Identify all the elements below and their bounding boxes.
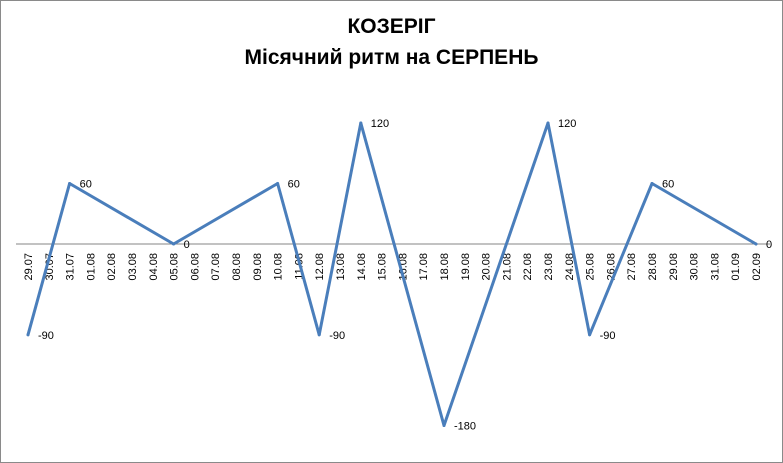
x-tick-label: 06.08	[189, 253, 201, 281]
x-tick-label: 30.08	[689, 253, 701, 281]
x-tick-label: 02.08	[106, 253, 118, 281]
data-label: 120	[558, 118, 576, 130]
x-tick-label: 04.08	[148, 253, 160, 281]
x-tick-label: 03.08	[127, 253, 139, 281]
x-tick-label: 05.08	[169, 253, 181, 281]
x-tick-label: 10.08	[273, 253, 285, 281]
data-point	[317, 333, 321, 337]
data-label: -90	[329, 330, 345, 342]
x-tick-label: 20.08	[481, 253, 493, 281]
data-point	[276, 182, 280, 185]
x-tick-label: 17.08	[418, 253, 430, 281]
x-tick-label: 22.08	[522, 253, 534, 281]
x-tick-label: 31.07	[65, 253, 77, 281]
x-tick-label: 16.08	[397, 253, 409, 281]
x-tick-label: 12.08	[314, 253, 326, 281]
x-tick-label: 25.08	[585, 253, 597, 281]
x-tick-label: 14.08	[356, 253, 368, 281]
data-point	[68, 182, 72, 185]
x-tick-label: 31.08	[709, 253, 721, 281]
x-tick-label: 01.09	[730, 253, 742, 281]
data-point	[26, 333, 30, 337]
data-point	[754, 242, 758, 246]
data-label: -90	[600, 330, 616, 342]
x-tick-label: 29.08	[668, 253, 680, 281]
data-label: 120	[371, 118, 389, 130]
x-tick-label: 18.08	[439, 253, 451, 281]
x-tick-label: 19.08	[460, 253, 472, 281]
x-tick-label: 08.08	[231, 253, 243, 281]
x-tick-label: 28.08	[647, 253, 659, 281]
x-tick-label: 27.08	[626, 253, 638, 281]
x-tick-label: 23.08	[543, 253, 555, 281]
data-label: 60	[662, 179, 674, 191]
x-tick-label: 07.08	[210, 253, 222, 281]
data-label: 60	[80, 179, 92, 191]
x-tick-label: 02.09	[751, 253, 763, 281]
chart-subtitle: Місячний ритм на СЕРПЕНЬ	[244, 46, 539, 69]
x-tick-label: 15.08	[377, 253, 389, 281]
data-label: 0	[766, 239, 772, 251]
data-point	[650, 182, 654, 185]
data-label: -90	[38, 330, 54, 342]
data-point	[172, 242, 176, 246]
data-label: 0	[184, 239, 190, 251]
data-point	[442, 424, 446, 427]
x-tick-label: 21.08	[501, 253, 513, 281]
chart-title: КОЗЕРІГ	[347, 15, 436, 38]
data-label: 60	[288, 179, 300, 191]
chart-title-block: КОЗЕРІГ Місячний ритм на СЕРПЕНЬ	[1, 11, 782, 73]
data-label: -180	[454, 421, 476, 433]
x-tick-label: 26.08	[605, 253, 617, 281]
x-tick-label: 09.08	[252, 253, 264, 281]
data-point	[588, 333, 592, 337]
x-tick-label: 13.08	[335, 253, 347, 281]
x-tick-label: 30.07	[44, 253, 56, 281]
data-point	[546, 121, 550, 125]
data-point	[359, 121, 363, 125]
x-tick-label: 01.08	[85, 253, 97, 281]
x-tick-label: 24.08	[564, 253, 576, 281]
x-tick-label: 29.07	[23, 253, 35, 281]
